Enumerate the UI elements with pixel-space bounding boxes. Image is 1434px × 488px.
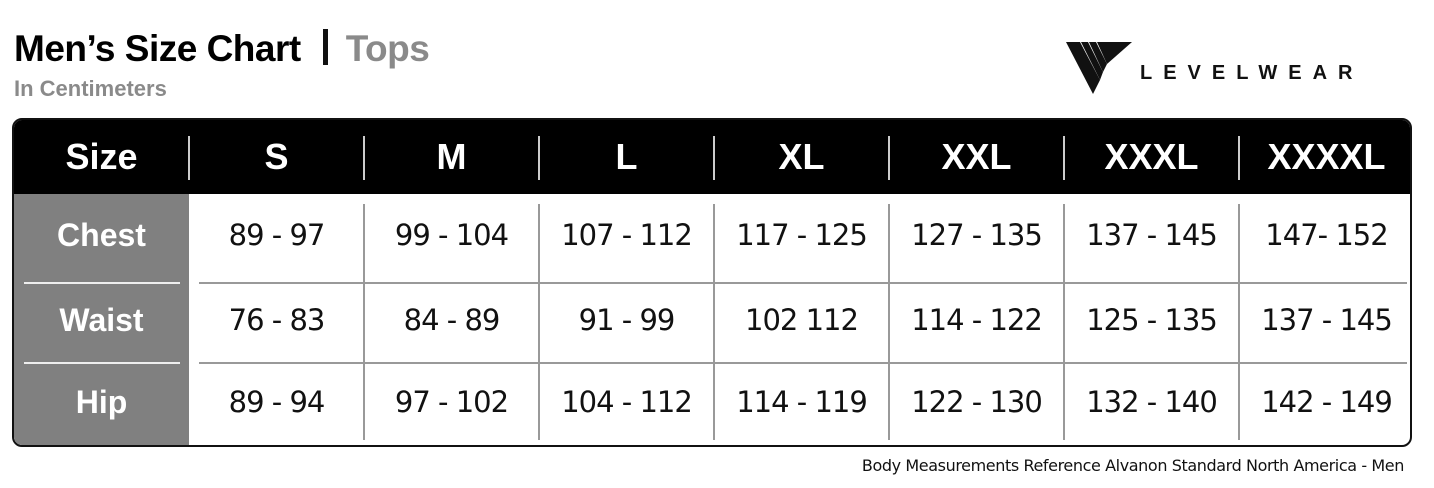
column-header-size: Size xyxy=(65,136,138,177)
label-divider xyxy=(24,362,180,364)
column-header-xl: XL xyxy=(778,136,825,177)
row-divider xyxy=(199,282,1407,284)
column-header-xxxxl: XXXXL xyxy=(1267,136,1386,177)
header-divider xyxy=(1063,136,1065,180)
column-divider xyxy=(363,204,365,440)
logo-mark-icon xyxy=(1066,42,1132,94)
table-cell: 125 - 135 xyxy=(1086,303,1218,337)
table-cell: 102 112 xyxy=(745,303,859,337)
row-divider xyxy=(199,362,1407,364)
label-divider xyxy=(24,282,180,284)
table-cell: 97 - 102 xyxy=(394,385,509,419)
table-cell: 104 - 112 xyxy=(561,385,693,419)
column-divider xyxy=(1238,204,1240,440)
table-cell: 117 - 125 xyxy=(736,218,868,252)
table-cell: 127 - 135 xyxy=(911,218,1043,252)
table-cell: 114 - 119 xyxy=(736,385,868,419)
column-divider xyxy=(538,204,540,440)
column-divider xyxy=(713,204,715,440)
table-cell: 114 - 122 xyxy=(911,303,1043,337)
column-divider xyxy=(888,204,890,440)
footnote: Body Measurements Reference Alvanon Stan… xyxy=(861,456,1404,475)
units-subtitle: In Centimeters xyxy=(14,76,167,101)
table-cell: 142 - 149 xyxy=(1261,385,1393,419)
header-divider xyxy=(1238,136,1240,180)
header-divider xyxy=(538,136,540,180)
table-cell: 122 - 130 xyxy=(911,385,1043,419)
column-header-l: L xyxy=(615,136,638,177)
levelwear-logo: LEVELWEAR xyxy=(1066,40,1363,94)
column-header-s: S xyxy=(264,136,289,177)
table-cell: 91 - 99 xyxy=(578,303,676,337)
title-divider xyxy=(322,29,328,65)
table-cell: 147- 152 xyxy=(1265,218,1388,252)
row-label-waist: Waist xyxy=(59,302,144,338)
measurement-label-column xyxy=(14,194,189,445)
category-text: Tops xyxy=(345,28,430,69)
column-header-m: M xyxy=(436,136,467,177)
table-header-row: Size S M L XL XXL XXXL XXXXL xyxy=(14,120,1410,194)
table-cell: 84 - 89 xyxy=(403,303,501,337)
header-divider xyxy=(888,136,890,180)
table-cell: 76 - 83 xyxy=(228,303,326,337)
table-cell: 137 - 145 xyxy=(1086,218,1218,252)
header-divider xyxy=(363,136,365,180)
column-header-xxl: XXL xyxy=(941,136,1012,177)
row-label-chest: Chest xyxy=(57,217,146,253)
table-cell: 107 - 112 xyxy=(561,218,693,252)
table-cell: 132 - 140 xyxy=(1086,385,1218,419)
header-divider xyxy=(713,136,715,180)
page-title: Men’s Size Chart Tops xyxy=(14,28,430,70)
row-label-hip: Hip xyxy=(75,384,128,420)
column-divider xyxy=(1063,204,1065,440)
logo-wordmark: LEVELWEAR xyxy=(1140,61,1364,84)
column-header-xxxl: XXXL xyxy=(1104,136,1199,177)
table-cell: 99 - 104 xyxy=(394,218,509,252)
table-cell: 137 - 145 xyxy=(1261,303,1393,337)
table-cell: 89 - 97 xyxy=(228,218,326,252)
header-divider xyxy=(188,136,190,180)
size-chart-table: Size S M L XL XXL XXXL XXXXL Chest 89 - 97 99 - 1… xyxy=(12,118,1412,447)
title-text: Men’s Size Chart xyxy=(14,28,301,69)
table-cell: 89 - 94 xyxy=(228,385,326,419)
